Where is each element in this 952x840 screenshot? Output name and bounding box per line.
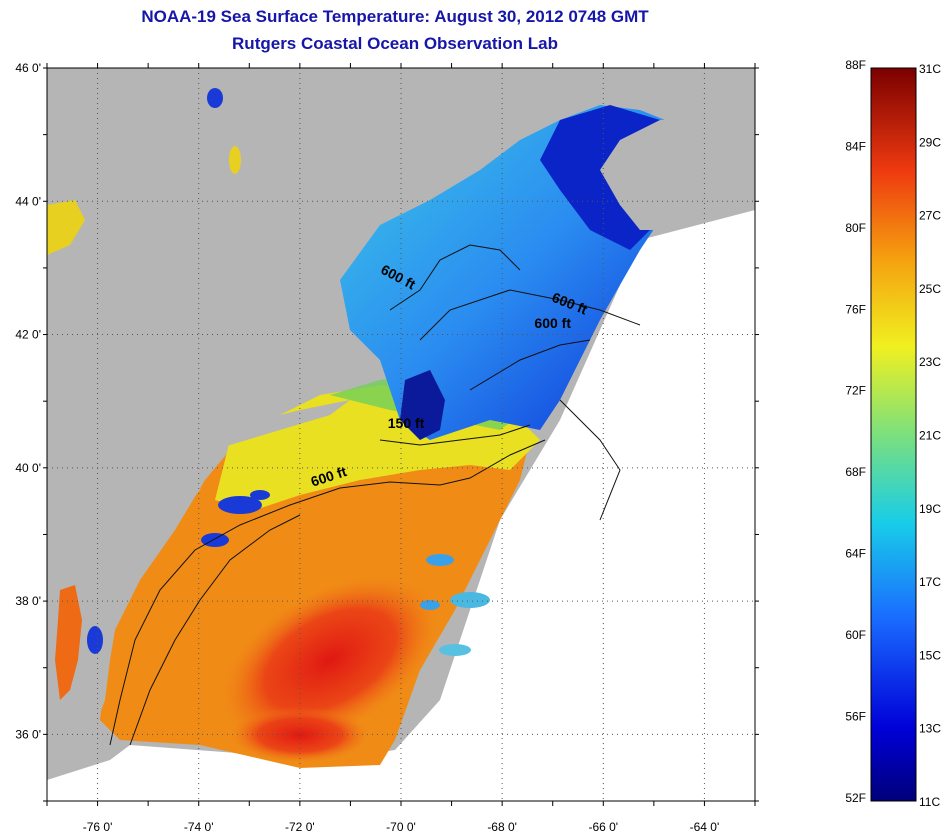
land-nova-scotia [600, 110, 755, 230]
coordinate-grid [47, 68, 755, 801]
colorbar-celsius-label: 17C [919, 575, 941, 589]
colorbar-scale [870, 67, 917, 802]
axis-tick-labels: 46 0' 44 0' 42 0' 40 0' 38 0' 36 0' -76 0' -74 … [15, 61, 719, 834]
lon-tick-label: -68 0' [487, 820, 517, 834]
cold-plume [400, 370, 445, 440]
colorbar-fahrenheit-label: 68F [845, 465, 866, 479]
colorbar-celsius-label: 31C [919, 62, 941, 76]
colorbar-fahrenheit-label: 84F [845, 139, 866, 153]
colorbar-celsius-label: 19C [919, 502, 941, 516]
axis-ticks [43, 63, 759, 806]
colorbar-celsius-label: 15C [919, 648, 941, 662]
lat-tick-label: 44 0' [15, 194, 41, 208]
contour-label: 150 ft [388, 415, 425, 431]
lon-tick-label: -72 0' [285, 820, 315, 834]
hot-water-core [220, 574, 440, 746]
colorbar-celsius-label: 13C [919, 722, 941, 736]
colorbar-celsius-label: 11C [919, 795, 940, 809]
lat-tick-label: 40 0' [15, 461, 41, 475]
map-title: NOAA-19 Sea Surface Temperature: August … [141, 7, 649, 26]
warm-water [100, 405, 530, 768]
hot-water-patch [230, 707, 370, 763]
colorbar-fahrenheit-label: 76F [845, 302, 866, 316]
contour-label: 600 ft [534, 315, 571, 331]
lon-tick-label: -66 0' [588, 820, 618, 834]
lon-tick-label: -70 0' [386, 820, 416, 834]
lat-tick-label: 46 0' [15, 61, 41, 75]
colorbar-fahrenheit-label: 80F [845, 221, 866, 235]
cool-patches [87, 88, 490, 656]
lon-tick-label: -74 0' [184, 820, 214, 834]
lat-tick-label: 36 0' [15, 727, 41, 741]
colorbar-fahrenheit-label: 72F [845, 384, 866, 398]
no-data-area [47, 210, 755, 801]
colorbar-celsius-label: 21C [919, 429, 941, 443]
colorbar-fahrenheit-label: 60F [845, 628, 866, 642]
bathymetry-contours [109, 244, 641, 746]
colorbar-fahrenheit-label: 52F [845, 791, 866, 805]
colorbar-celsius-label: 25C [919, 282, 941, 296]
map-subtitle: Rutgers Coastal Ocean Observation Lab [232, 34, 558, 53]
chesapeake-bay [55, 585, 82, 700]
colorbar-labels: 31C 29C 27C 25C 23C 21C 19C 17C 15C 13C 11C 88F 84F 8… [845, 58, 941, 809]
lon-tick-label: -76 0' [83, 820, 113, 834]
colorbar-celsius-label: 23C [919, 355, 941, 369]
colorbar-celsius-label: 27C [919, 209, 941, 223]
colorbar-fahrenheit-label: 56F [845, 709, 866, 723]
lon-tick-label: -64 0' [690, 820, 720, 834]
lat-tick-label: 42 0' [15, 328, 41, 342]
land-nj-delmarva [47, 455, 210, 770]
lat-tick-label: 38 0' [15, 594, 41, 608]
colorbar-fahrenheit-label: 88F [845, 58, 866, 72]
land-long-island [195, 400, 350, 452]
colorbar-fahrenheit-label: 64F [845, 547, 866, 561]
colorbar-celsius-label: 29C [919, 135, 941, 149]
inland-lake [47, 200, 85, 255]
